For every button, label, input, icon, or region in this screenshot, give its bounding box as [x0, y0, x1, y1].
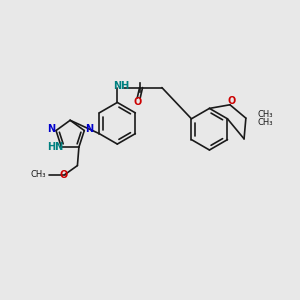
- Text: CH₃: CH₃: [257, 118, 273, 127]
- Text: N: N: [47, 124, 55, 134]
- Text: NH: NH: [113, 81, 130, 91]
- Text: N: N: [85, 124, 93, 134]
- Text: CH₃: CH₃: [257, 110, 273, 119]
- Text: CH₃: CH₃: [30, 170, 46, 179]
- Text: O: O: [134, 98, 142, 107]
- Text: O: O: [228, 96, 236, 106]
- Text: HN: HN: [47, 142, 63, 152]
- Text: O: O: [59, 169, 67, 179]
